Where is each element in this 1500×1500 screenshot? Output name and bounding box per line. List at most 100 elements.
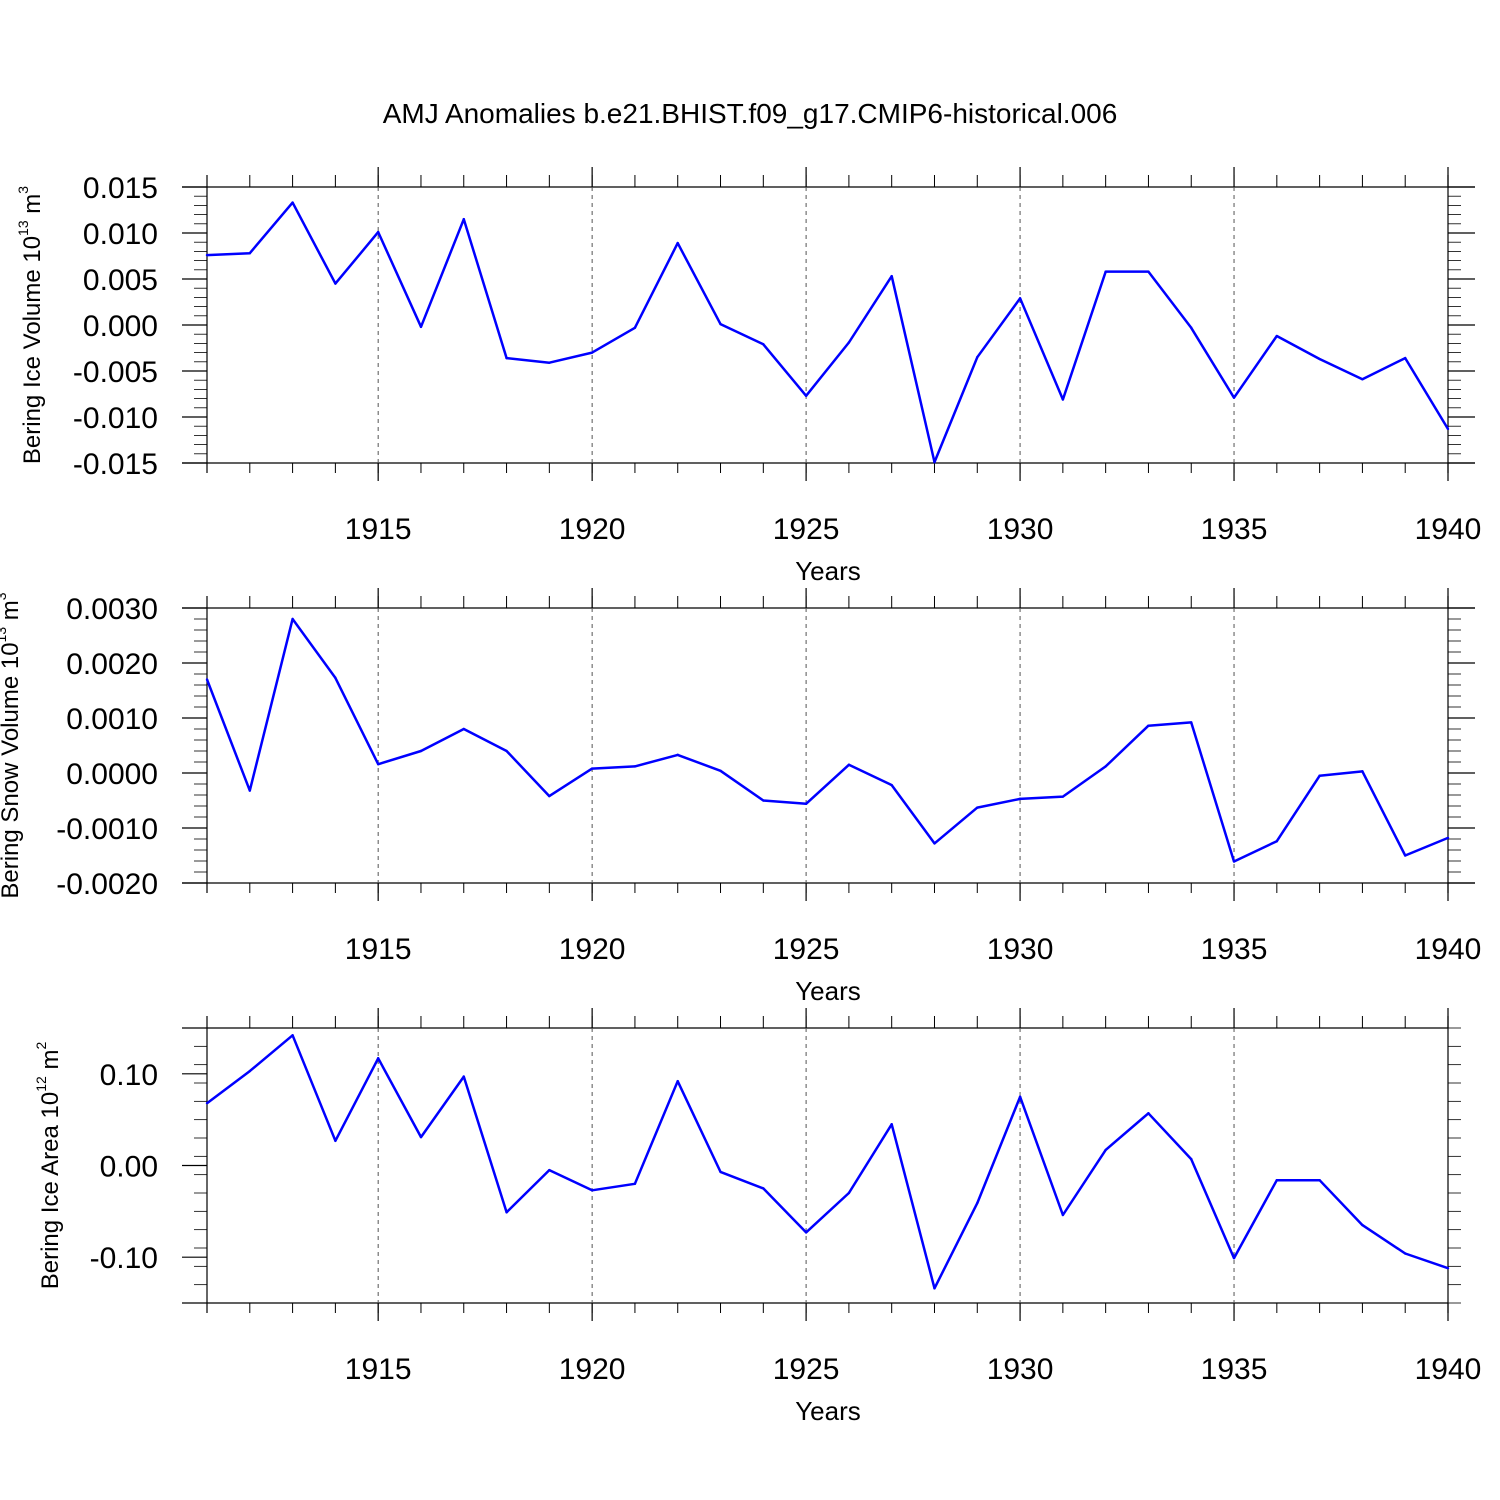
data-point [719,322,722,326]
y-tick-label: 0.015 [83,172,158,205]
y-tick-label: -0.015 [73,448,158,481]
data-point [1361,1223,1364,1227]
data-point [847,763,851,766]
data-point [1232,860,1236,863]
data-point [505,356,508,360]
y-tick-label: 0.10 [100,1059,158,1092]
data-point [334,1139,337,1142]
data-point [462,218,465,221]
data-point [676,753,679,757]
y-axis-label-unit-exponent: 2 [33,1042,49,1050]
data-point [419,325,423,329]
y-tick-label: 0.0020 [66,648,158,681]
data-point [1446,1266,1450,1270]
y-tick-label: -0.10 [90,1242,158,1275]
data-point [890,783,893,787]
data-point [205,253,209,257]
data-point [762,799,765,802]
data-point [890,1123,893,1126]
data-point [762,343,765,346]
y-tick-label: 0.0000 [66,758,158,791]
data-point [762,1187,765,1190]
data-point [291,201,294,204]
x-tick-label: 1930 [987,513,1054,546]
x-tick-label: 1920 [559,1353,626,1386]
data-point [1361,770,1364,773]
x-tick-label: 1935 [1201,1353,1268,1386]
panel-2: 1915 1920 1925 1930 1935 1940 0.0030 0.0020 0.00… [0,588,1481,1006]
data-point [462,1075,465,1078]
x-tick-label: 1915 [345,933,412,966]
data-point [505,1211,508,1214]
y-tick-label: 0.000 [83,310,158,343]
x-tick-label: 1920 [559,933,626,966]
data-point [248,252,251,255]
data-point [1104,765,1107,768]
y-axis-label-unit-exponent: 3 [0,592,9,600]
data-point [1361,378,1364,381]
data-point [933,460,936,464]
y-axis-label-unit: m [19,194,46,221]
data-point [1318,1178,1321,1182]
data-point [890,275,893,278]
x-tick-label: 1940 [1415,513,1482,546]
x-tick-label: 1930 [987,1353,1054,1386]
data-point [1404,356,1407,360]
y-tick-label: -0.0010 [56,813,158,846]
data-point [933,842,936,845]
x-tick-label: 1925 [773,513,840,546]
data-point [376,1057,380,1060]
data-point [1232,1256,1236,1260]
data-point [1190,1157,1193,1161]
y-axis-label-unit: m [0,600,24,627]
data-point [1104,1148,1107,1152]
data-point [205,1101,209,1105]
y-tick-label: 0.005 [83,264,158,297]
data-point [676,241,679,245]
data-point [462,727,465,731]
data-point [1275,1178,1279,1182]
data-point [933,1287,936,1290]
x-tick-label: 1915 [345,1353,412,1386]
data-point [1190,721,1193,724]
data-point [633,1182,637,1186]
y-axis-label-prefix: Bering Snow Volume 10 [0,642,24,898]
x-tick-label: 1935 [1201,513,1268,546]
y-axis-label-unit-exponent: 3 [15,186,31,194]
data-point [291,1034,294,1037]
data-point [590,351,594,354]
data-point [291,617,294,621]
data-point [548,361,551,364]
x-tick-label: 1925 [773,933,840,966]
x-tick-label: 1930 [987,933,1054,966]
data-point [376,230,380,234]
data-point [676,1079,679,1083]
y-axis-label-unit: m [37,1050,64,1077]
data-point [633,326,637,329]
data-point [248,789,251,792]
data-point [719,769,722,772]
y-axis-label-prefix: Bering Ice Volume 10 [19,236,46,464]
series-line [206,201,1450,464]
data-point [248,1069,251,1073]
data-point [1018,797,1022,801]
panel-1: 1915 1920 1925 1930 1935 1940 0.015 0.010 0.005 0… [15,167,1481,586]
data-point [205,678,209,681]
data-point [1104,270,1107,273]
data-point [719,1170,722,1174]
data-point [1061,1213,1065,1217]
figure-title: AMJ Anomalies b.e21.BHIST.f09_g17.CMIP6-… [383,98,1118,129]
data-point [1018,1095,1022,1098]
x-tick-label: 1940 [1415,933,1482,966]
data-point [548,1168,551,1172]
data-point [505,749,508,753]
data-point [804,394,808,398]
data-point [804,802,808,805]
data-point [1275,840,1279,843]
x-tick-label: 1935 [1201,933,1268,966]
y-tick-label: -0.005 [73,356,158,389]
y-axis-label-prefix: Bering Ice Area 10 [37,1092,64,1289]
y-axis-label-exponent: 13 [0,627,9,643]
y-axis-label-exponent: 13 [15,220,31,236]
data-point [376,763,380,766]
